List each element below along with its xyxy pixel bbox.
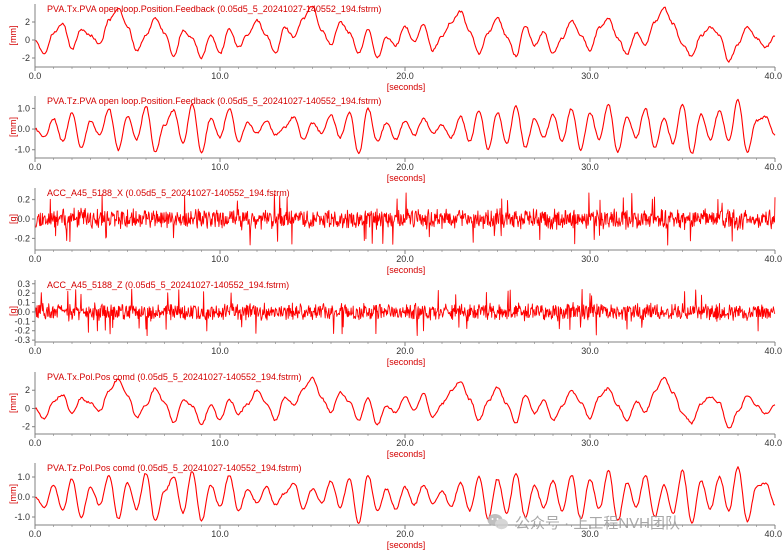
- y-tick-label: 0.0: [17, 214, 30, 224]
- x-tick-label: 40.0: [764, 71, 782, 81]
- x-tick-label: 30.0: [581, 254, 599, 264]
- y-tick-label: 1.0: [17, 472, 30, 482]
- y-tick-label: -1.0: [14, 512, 30, 522]
- y-tick-label: 0.2: [17, 288, 30, 298]
- x-tick-label: 40.0: [764, 346, 782, 356]
- y-tick-label: 0.0: [17, 124, 30, 134]
- chart-title: ACC_A45_5188_Z (0.05d5_5_20241027-140552…: [47, 280, 289, 290]
- chart-title: PVA.Tx.PVA open loop.Position.Feedback (…: [47, 4, 381, 14]
- signal-line: [34, 466, 776, 524]
- y-tick-label: 2: [25, 385, 30, 395]
- x-tick-label: 10.0: [211, 529, 229, 539]
- y-tick-label: 0.1: [17, 298, 30, 308]
- signal-line: [34, 98, 776, 155]
- x-tick-label: 30.0: [581, 346, 599, 356]
- signal-line: [34, 5, 776, 63]
- x-tick-label: 20.0: [396, 254, 414, 264]
- y-tick-label: 2: [25, 17, 30, 27]
- x-tick-label: 20.0: [396, 529, 414, 539]
- x-tick-label: 0.0: [29, 254, 42, 264]
- y-axis-label: [g]: [8, 306, 18, 316]
- x-tick-label: 0.0: [29, 346, 42, 356]
- x-tick-label: 20.0: [396, 438, 414, 448]
- x-tick-label: 30.0: [581, 71, 599, 81]
- x-axis-label: [seconds]: [387, 82, 426, 92]
- y-tick-label: 0.0: [17, 307, 30, 317]
- x-axis-label: [seconds]: [387, 449, 426, 459]
- x-axis-label: [seconds]: [387, 173, 426, 183]
- y-tick-label: 0.3: [17, 279, 30, 289]
- chart-panel-2: PVA.Tz.PVA open loop.Position.Feedback (…: [8, 96, 782, 183]
- x-tick-label: 0.0: [29, 529, 42, 539]
- y-tick-label: -0.1: [14, 316, 30, 326]
- y-axis-label: [mm]: [8, 117, 18, 137]
- chart-title: ACC_A45_5188_X (0.05d5_5_20241027-140552…: [47, 188, 290, 198]
- chart-title: PVA.Tx.Pol.Pos comd (0.05d5_5_20241027-1…: [47, 372, 302, 382]
- x-tick-label: 40.0: [764, 162, 782, 172]
- y-tick-label: -2: [22, 53, 30, 63]
- x-tick-label: 10.0: [211, 162, 229, 172]
- chart-panel-4: ACC_A45_5188_Z (0.05d5_5_20241027-140552…: [8, 279, 782, 367]
- x-axis-label: [seconds]: [387, 265, 426, 275]
- x-tick-label: 10.0: [211, 438, 229, 448]
- watermark: 公众号 · 上工程NVH团队: [487, 510, 680, 534]
- signal-line: [34, 288, 776, 337]
- x-axis-label: [seconds]: [387, 540, 426, 550]
- x-tick-label: 0.0: [29, 438, 42, 448]
- chart-panel-5: PVA.Tx.Pol.Pos comd (0.05d5_5_20241027-1…: [8, 372, 782, 459]
- x-tick-label: 0.0: [29, 71, 42, 81]
- y-tick-label: -0.2: [14, 233, 30, 243]
- x-tick-label: 10.0: [211, 254, 229, 264]
- chart-title: PVA.Tz.Pol.Pos comd (0.05d5_5_20241027-1…: [47, 463, 302, 473]
- x-tick-label: 20.0: [396, 71, 414, 81]
- x-tick-label: 20.0: [396, 162, 414, 172]
- y-tick-label: -0.2: [14, 326, 30, 336]
- y-tick-label: 0: [25, 403, 30, 413]
- y-axis-label: [mm]: [8, 484, 18, 504]
- watermark-text: 公众号 · 上工程NVH团队: [515, 514, 681, 532]
- chart-panel-3: ACC_A45_5188_X (0.05d5_5_20241027-140552…: [8, 188, 782, 275]
- x-tick-label: 0.0: [29, 162, 42, 172]
- y-tick-label: -1.0: [14, 145, 30, 155]
- signal-line: [34, 376, 776, 429]
- y-tick-label: 1.0: [17, 103, 30, 113]
- y-axis-label: [mm]: [8, 393, 18, 413]
- y-axis-label: [g]: [8, 214, 18, 224]
- x-tick-label: 30.0: [581, 529, 599, 539]
- x-tick-label: 40.0: [764, 529, 782, 539]
- x-tick-label: 20.0: [396, 346, 414, 356]
- y-tick-label: 0: [25, 35, 30, 45]
- y-tick-label: -2: [22, 422, 30, 432]
- x-axis-label: [seconds]: [387, 357, 426, 367]
- wechat-icon: [487, 514, 508, 530]
- x-tick-label: 10.0: [211, 346, 229, 356]
- chart-panel-6: PVA.Tz.Pol.Pos comd (0.05d5_5_20241027-1…: [8, 463, 782, 550]
- x-tick-label: 10.0: [211, 71, 229, 81]
- y-tick-label: 0.2: [17, 195, 30, 205]
- x-tick-label: 40.0: [764, 438, 782, 448]
- chart-panel-1: PVA.Tx.PVA open loop.Position.Feedback (…: [8, 4, 782, 92]
- y-axis-label: [mm]: [8, 26, 18, 46]
- x-tick-label: 30.0: [581, 438, 599, 448]
- chart-title: PVA.Tz.PVA open loop.Position.Feedback (…: [47, 96, 381, 106]
- y-tick-label: -0.3: [14, 335, 30, 345]
- y-tick-label: 0.0: [17, 492, 30, 502]
- signal-line: [34, 192, 776, 246]
- x-tick-label: 40.0: [764, 254, 782, 264]
- x-tick-label: 30.0: [581, 162, 599, 172]
